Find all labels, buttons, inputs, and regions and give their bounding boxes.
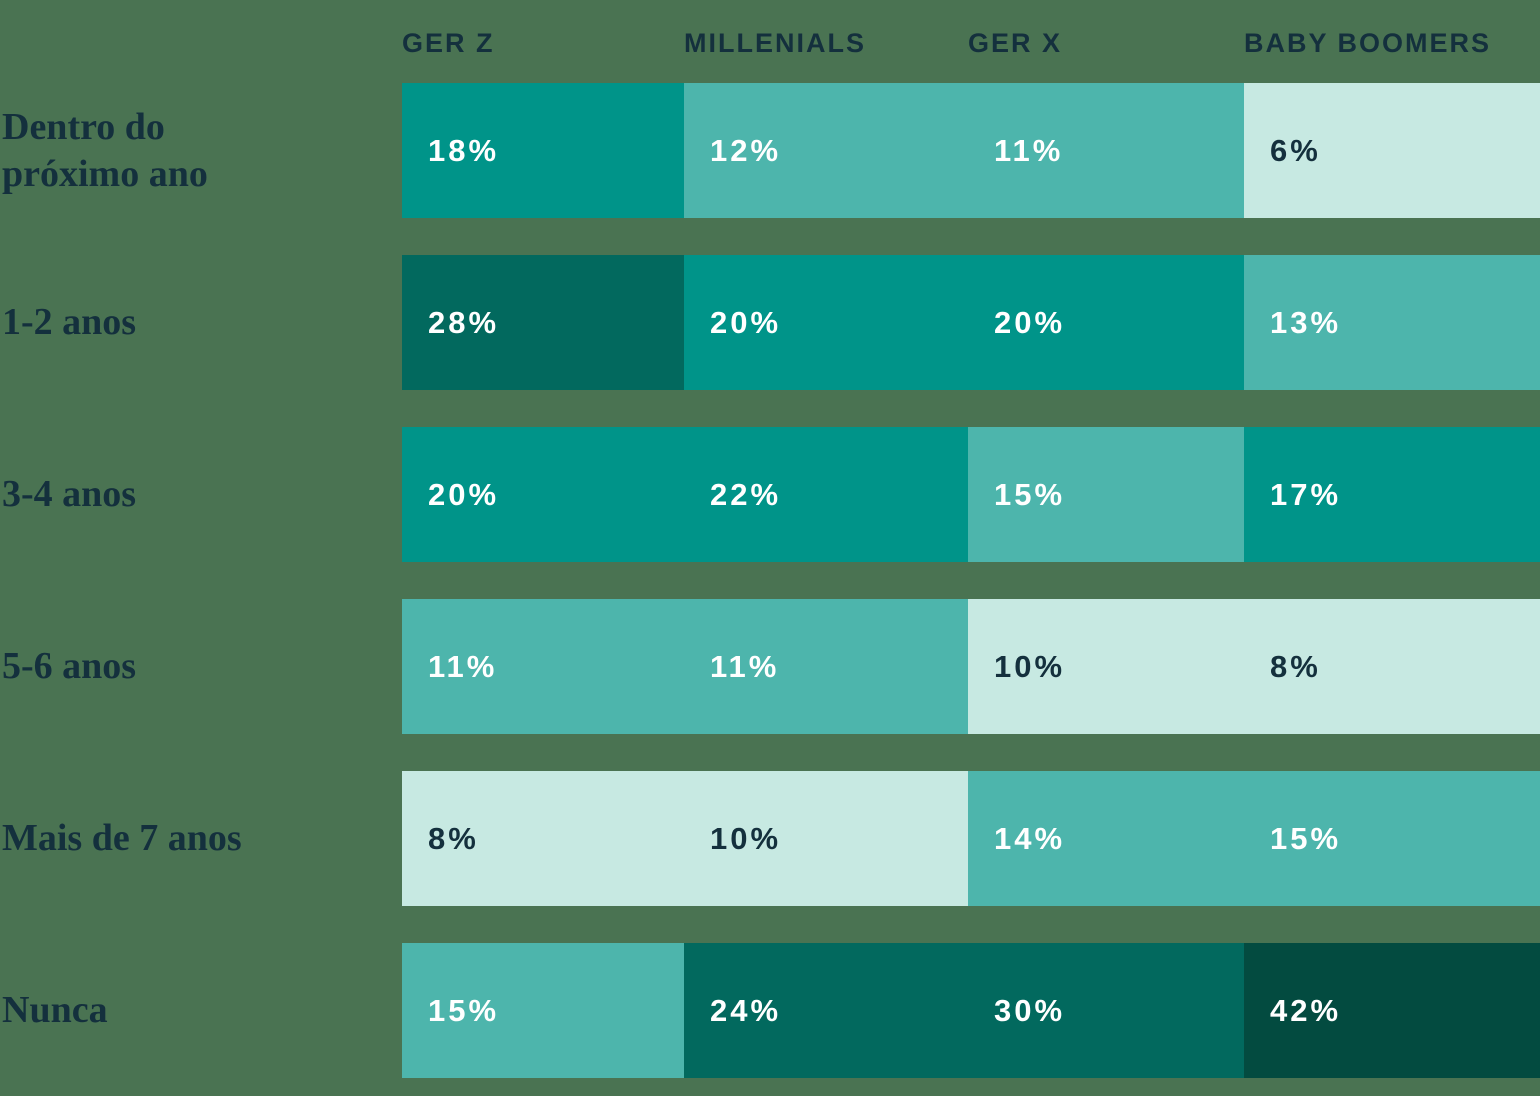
cell-value: 10%	[710, 820, 782, 856]
column-header: GER Z	[402, 28, 495, 58]
column-header: GER X	[968, 28, 1063, 58]
heatmap-cell: 42%	[1244, 943, 1540, 1078]
column-header: BABY BOOMERS	[1244, 28, 1492, 58]
heatmap-cell: 20%	[684, 255, 968, 390]
heatmap-cell: 8%	[402, 771, 684, 906]
heatmap-cell: 11%	[684, 599, 968, 734]
cell-value: 15%	[1270, 820, 1342, 856]
cell-value: 15%	[994, 476, 1066, 512]
heatmap-cell: 11%	[968, 83, 1244, 218]
cell-value: 8%	[428, 820, 479, 856]
heatmap-cell: 10%	[684, 771, 968, 906]
cell-value: 20%	[994, 304, 1066, 340]
cell-value: 14%	[994, 820, 1066, 856]
cell-value: 10%	[994, 648, 1066, 684]
row-label: Dentro do próximo ano	[2, 106, 208, 195]
cell-value: 28%	[428, 304, 500, 340]
row-label: 3-4 anos	[2, 473, 137, 516]
cell-value: 24%	[710, 992, 782, 1028]
cell-value: 6%	[1270, 132, 1321, 168]
heatmap-cell: 17%	[1244, 427, 1540, 562]
cell-value: 13%	[1270, 304, 1342, 340]
heatmap-cell: 20%	[402, 427, 684, 562]
cell-value: 42%	[1270, 992, 1342, 1028]
heatmap-cell: 18%	[402, 83, 684, 218]
cell-value: 15%	[428, 992, 500, 1028]
cell-value: 22%	[710, 476, 782, 512]
cell-value: 20%	[428, 476, 500, 512]
heatmap-cell: 14%	[968, 771, 1244, 906]
row-label: 5-6 anos	[2, 645, 137, 688]
heatmap-cell: 15%	[968, 427, 1244, 562]
row-label: Mais de 7 anos	[2, 817, 242, 860]
heatmap-cell: 15%	[1244, 771, 1540, 906]
cell-value: 11%	[428, 648, 498, 684]
cell-value: 30%	[994, 992, 1066, 1028]
cell-value: 11%	[994, 132, 1064, 168]
heatmap-cell: 20%	[968, 255, 1244, 390]
heatmap-cell: 24%	[684, 943, 968, 1078]
row-label: 1-2 anos	[2, 301, 137, 344]
heatmap-cell: 6%	[1244, 83, 1540, 218]
heatmap-cell: 8%	[1244, 599, 1540, 734]
cell-value: 12%	[710, 132, 782, 168]
heatmap-cell: 10%	[968, 599, 1244, 734]
heatmap-cell: 22%	[684, 427, 968, 562]
cell-value: 11%	[710, 648, 780, 684]
cell-value: 17%	[1270, 476, 1342, 512]
heatmap-cell: 12%	[684, 83, 968, 218]
heatmap-cell: 28%	[402, 255, 684, 390]
row-label: Nunca	[2, 989, 108, 1032]
cell-value: 18%	[428, 132, 500, 168]
heatmap-cell: 13%	[1244, 255, 1540, 390]
heatmap-cell: 11%	[402, 599, 684, 734]
cell-value: 20%	[710, 304, 782, 340]
heatmap-cell: 30%	[968, 943, 1244, 1078]
cell-value: 8%	[1270, 648, 1321, 684]
heatmap-cell: 15%	[402, 943, 684, 1078]
column-header: MILLENIALS	[684, 28, 866, 58]
